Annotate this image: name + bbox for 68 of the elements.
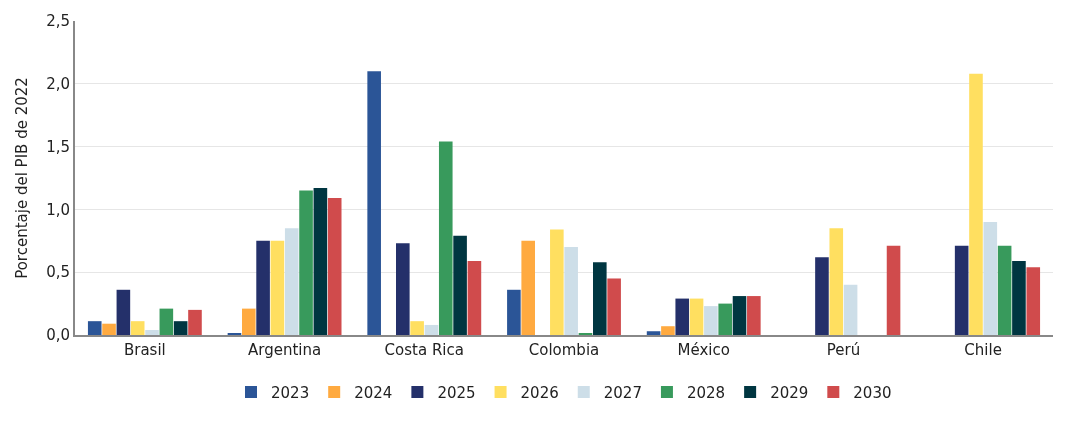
y-tick-label: 1,5 (46, 137, 70, 156)
x-tick-label: Costa Rica (384, 341, 464, 359)
legend-label: 2024 (354, 383, 393, 402)
bar (313, 188, 328, 335)
x-tick-label: Chile (964, 341, 1002, 359)
bar (886, 245, 901, 335)
bar (130, 321, 145, 335)
bar (815, 257, 829, 335)
bar (661, 326, 675, 335)
bar (241, 308, 256, 335)
legend-label: 2026 (520, 383, 559, 402)
bar (396, 243, 410, 335)
bar (188, 309, 202, 335)
bar (1026, 267, 1041, 335)
bar (410, 321, 424, 335)
bar (646, 331, 661, 335)
bar (145, 329, 159, 335)
bar (1012, 260, 1026, 335)
bar (969, 73, 983, 335)
bar (173, 321, 188, 335)
y-tick-label: 2,5 (46, 12, 70, 31)
bar (270, 240, 285, 335)
bar (689, 298, 704, 335)
x-tick-label: Perú (826, 341, 861, 359)
legend-label: 2027 (603, 383, 642, 402)
legend-label: 2023 (271, 383, 310, 402)
bar (438, 141, 453, 335)
bar (467, 260, 482, 335)
bar (284, 228, 299, 335)
bar (256, 240, 270, 335)
bar (593, 262, 607, 335)
bar (507, 289, 521, 335)
bar (521, 240, 535, 335)
bar (367, 71, 381, 335)
bar (829, 228, 844, 335)
bar (718, 303, 732, 335)
bar (675, 298, 690, 335)
bar (424, 324, 439, 335)
bar (327, 198, 342, 335)
bar (704, 306, 718, 335)
bar (564, 247, 578, 335)
x-tick-label: Colombia (528, 341, 600, 359)
bar (116, 289, 131, 335)
bar (843, 284, 858, 335)
bar (550, 229, 564, 335)
y-axis-title: Porcentaje del PIB de 2022 (12, 77, 31, 279)
bar (453, 235, 467, 335)
bar (102, 323, 116, 335)
bar (159, 308, 174, 335)
legend-label: 2030 (853, 383, 892, 402)
y-tick-label: 0,5 (46, 263, 70, 282)
bar (747, 296, 761, 335)
x-tick-label: Brasil (123, 341, 166, 359)
y-tick-label: 2,0 (46, 75, 70, 94)
bar (954, 245, 969, 335)
bar (732, 296, 747, 335)
bar (607, 278, 621, 335)
bar (299, 190, 313, 335)
legend-label: 2028 (686, 383, 726, 402)
bar (87, 321, 102, 335)
legend-label: 2025 (437, 383, 476, 402)
bar (983, 221, 998, 335)
bar (997, 245, 1012, 335)
legend-label: 2029 (770, 383, 809, 402)
x-tick-label: Argentina (247, 341, 322, 359)
y-tick-label: 1,0 (46, 200, 70, 219)
y-tick-label: 0,0 (46, 326, 70, 345)
x-tick-label: México (677, 341, 730, 359)
